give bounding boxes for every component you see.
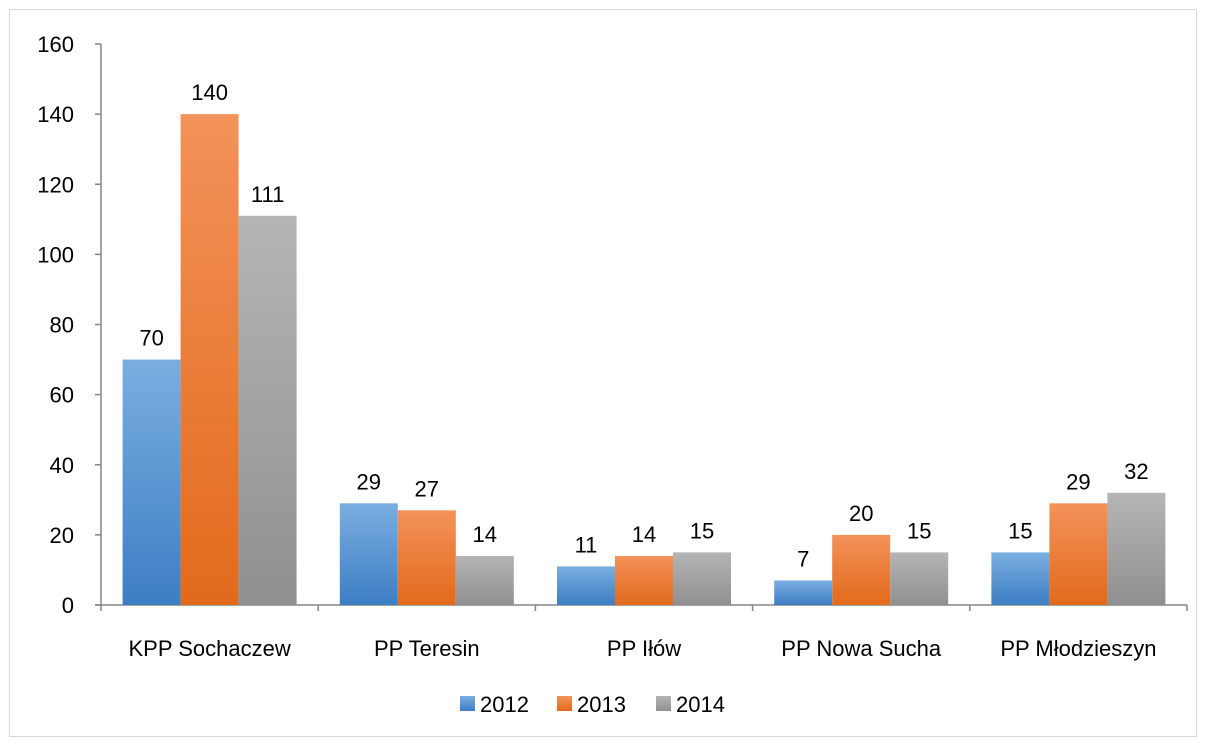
data-label: 27 [415,476,439,501]
x-tick-label: PP Nowa Sucha [781,636,942,661]
data-label: 7 [797,546,809,571]
data-label: 15 [690,518,714,543]
bar-2013-2 [397,510,456,605]
data-label: 20 [849,501,873,526]
y-tick-label: 140 [37,102,74,127]
bar-2013-5 [1049,503,1108,605]
x-tick-label: PP Teresin [374,636,480,661]
y-tick-label: 80 [50,313,74,338]
bar-2012-4 [774,580,833,605]
x-tick-label: KPP Sochaczew [128,636,290,661]
bar-2014-5 [1107,492,1166,605]
bar-2013-1 [180,114,239,605]
bar-2012-2 [339,503,398,605]
data-label: 70 [139,326,163,351]
y-tick-label: 100 [37,242,74,267]
y-tick-label: 0 [62,593,74,618]
y-tick-label: 60 [50,383,74,408]
bar-2013-3 [615,555,673,605]
bar-2014-4 [890,552,949,605]
bar-2012-5 [991,552,1050,605]
data-label: 15 [907,518,931,543]
legend-swatch-2014 [656,696,671,711]
bars [122,114,1166,605]
legend-label: 2012 [480,692,529,717]
legend-label: 2013 [577,692,626,717]
data-label: 32 [1124,459,1148,484]
legend: 2012 2013 2014 [460,692,725,717]
y-tick-label: 160 [37,32,74,57]
legend-swatch-2012 [460,696,475,711]
bar-2013-4 [832,534,891,605]
legend-label: 2014 [676,692,725,717]
y-axis: 0 20 40 60 80 100 120 140 160 [37,32,102,618]
data-label: 15 [1008,518,1032,543]
y-tick-label: 20 [50,523,74,548]
data-labels: 70 140 111 29 27 14 11 14 15 7 20 15 15 29 32 [139,80,1148,571]
bar-2014-3 [673,552,731,605]
data-label: 29 [1066,469,1090,494]
bar-2012-1 [122,359,181,605]
x-tick-label: PP Młodzieszyn [1000,636,1156,661]
x-tick-label: PP Iłów [607,636,681,661]
data-label: 14 [632,522,656,547]
bar-2014-1 [238,215,297,605]
bar-2014-2 [455,555,514,605]
bar-2012-3 [557,566,615,605]
y-tick-label: 40 [50,453,74,478]
data-label: 11 [575,532,598,557]
legend-swatch-2013 [557,696,572,711]
data-label: 14 [473,522,497,547]
y-tick-label: 120 [37,172,74,197]
x-axis: KPP Sochaczew PP Teresin PP Iłów PP Nowa Su… [95,604,1188,661]
data-label: 140 [191,80,228,105]
data-label: 111 [251,182,284,207]
data-label: 29 [357,469,381,494]
